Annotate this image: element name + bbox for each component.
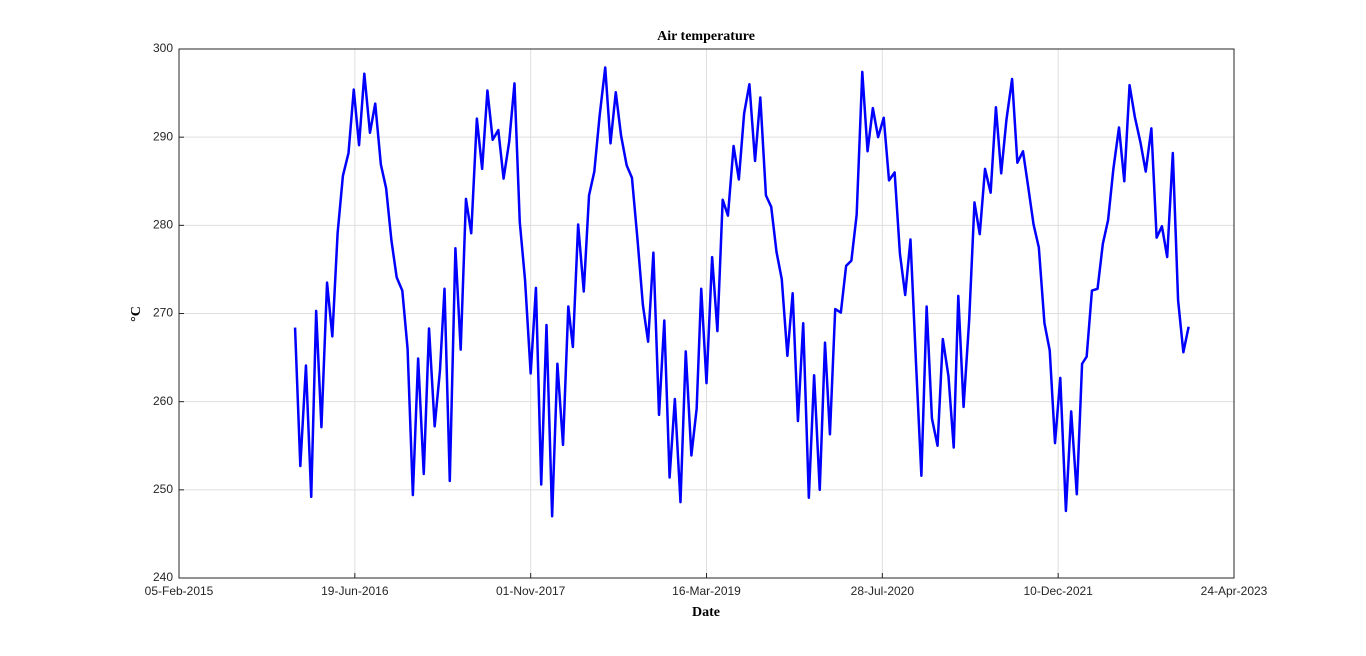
x-tick-label: 28-Jul-2020 xyxy=(851,584,915,598)
y-tick-label: 270 xyxy=(153,306,173,320)
y-tick-label: 290 xyxy=(153,129,173,143)
x-tick-label: 19-Jun-2016 xyxy=(321,584,389,598)
y-tick-label: 250 xyxy=(153,482,173,496)
chart-title: Air temperature xyxy=(657,29,755,44)
x-tick-label: 24-Apr-2023 xyxy=(1201,584,1268,598)
x-tick-label: 05-Feb-2015 xyxy=(145,584,214,598)
y-tick-label: 300 xyxy=(153,41,173,55)
y-axis-label: °C xyxy=(129,306,144,322)
data-line xyxy=(293,66,1190,518)
x-axis-label: Date xyxy=(692,605,720,620)
y-tick-label: 240 xyxy=(153,570,173,584)
y-tick-label: 280 xyxy=(153,218,173,232)
x-tick-label: 10-Dec-2021 xyxy=(1023,584,1093,598)
x-tick-label: 16-Mar-2019 xyxy=(672,584,741,598)
x-tick-label: 01-Nov-2017 xyxy=(496,584,566,598)
y-tick-label: 260 xyxy=(153,394,173,408)
plot-frame xyxy=(178,48,1235,579)
